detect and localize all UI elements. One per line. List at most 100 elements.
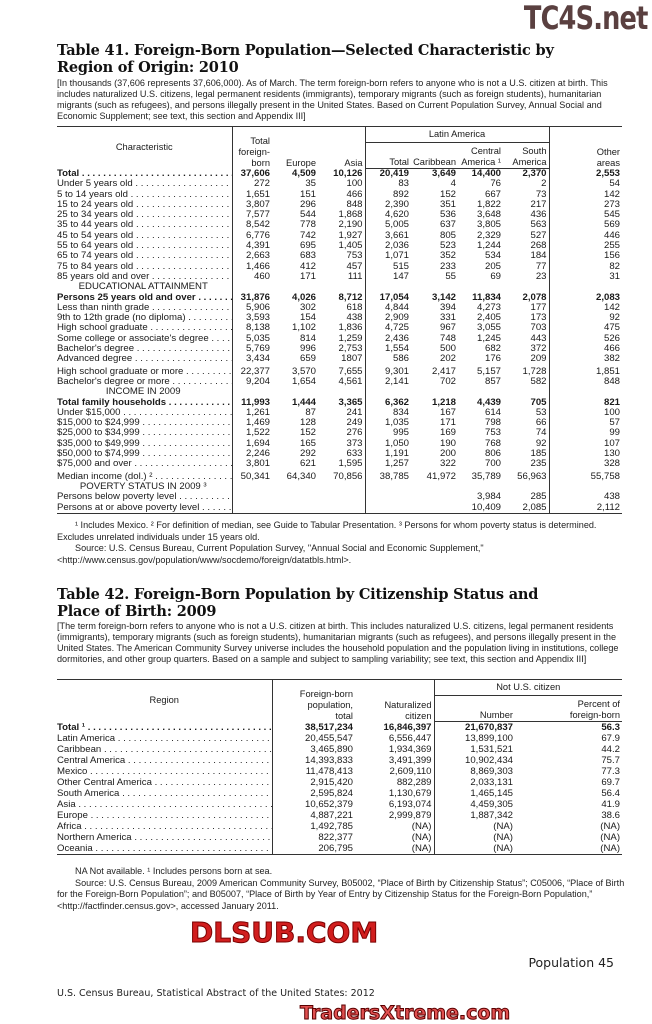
table-cell: 3,984 [476, 491, 501, 503]
table-cell: 806 [484, 448, 501, 460]
row-label-text: Less than ninth grade [57, 303, 231, 313]
row-label: Northern America [57, 832, 273, 843]
table-cell: 74 [503, 428, 550, 439]
table-cell: 69 [490, 270, 501, 282]
row-label-text: Bachelor's degree [57, 344, 231, 354]
table-cell: 6,556,447 [355, 733, 435, 744]
table-cell: 8,712 [318, 292, 366, 303]
table42-footnote: NA Not available. ¹ Includes persons bor… [75, 866, 273, 876]
table-cell: 523 [439, 240, 456, 252]
table-cell: 331 [439, 312, 456, 324]
table-cell: 2,190 [318, 220, 366, 231]
table-cell: 100 [604, 406, 621, 418]
table-cell: 10,652,379 [304, 799, 353, 810]
table-cell: 2,112 [549, 502, 623, 514]
table-cell: 695 [299, 240, 316, 252]
empty-cell [411, 482, 458, 492]
table-cell: 77.3 [601, 766, 621, 777]
table-cell: 56,963 [503, 469, 550, 482]
table-cell: 165 [299, 437, 316, 449]
header-latin-america: Latin America [365, 126, 550, 143]
table-cell: 8,869,303 [470, 766, 513, 777]
table-cell: 3,661 [384, 229, 409, 241]
table-cell: 9,301 [384, 365, 409, 377]
empty-cell [365, 387, 411, 397]
table-cell [232, 492, 272, 502]
table-cell: 352 [439, 250, 456, 262]
table-cell: 4,026 [291, 291, 316, 303]
table-cell: 3,434 [245, 353, 270, 365]
table-cell: 9,204 [245, 375, 270, 387]
table-cell: 857 [484, 375, 501, 387]
table-cell: 2,753 [318, 343, 366, 355]
table-cell: 372 [503, 343, 550, 355]
table42: Region Foreign-born population, total Na… [57, 679, 623, 855]
table-row: 9th to 12th grade (no diploma) 3,593 15443… [57, 312, 622, 324]
table-cell: 527 [503, 230, 550, 242]
row-label: 9th to 12th grade (no diploma) [57, 313, 233, 324]
watermark-logo-middle: DLSUB.COM [189, 916, 379, 949]
row-label-text: Central America [57, 755, 271, 766]
table-cell: 87 [305, 406, 316, 418]
row-label: South America [57, 788, 273, 799]
table41-source: Source: U.S. Census Bureau, Current Popu… [57, 543, 484, 565]
header-asia: Asia [318, 126, 366, 169]
table-cell: 1,651 [245, 188, 270, 200]
section-heading: EDUCATIONAL ATTAINMENT [78, 282, 208, 293]
table-cell: 67.9 [601, 733, 621, 744]
table-cell: 272 [253, 178, 270, 190]
table-cell: 814 [299, 332, 316, 344]
table-cell: 285 [503, 491, 550, 503]
table-cell: 276 [318, 428, 366, 439]
table-cell: 82 [609, 260, 621, 272]
header-total-foreign-born: Total foreign-born [232, 126, 272, 169]
table-cell: 569 [604, 219, 621, 231]
row-label: $75,000 and over [57, 459, 233, 470]
table-row: Median income (dol.) ² 50,341 64,34070,856… [57, 469, 622, 482]
table-cell: 1,851 [596, 365, 621, 377]
table-cell: 633 [318, 448, 366, 460]
table-row: Total37,6064,50910,12620,4193,64914,4002… [57, 168, 622, 180]
row-label-text: Total [57, 169, 231, 179]
table-cell: 2,370 [503, 168, 550, 180]
row-label-text: Persons at or above poverty level [57, 503, 231, 513]
row-label: Persons 25 years old and over [57, 292, 233, 303]
table-cell: 1,868 [318, 209, 366, 221]
table-row: Persons 25 years old and over 31,876 4,026… [57, 291, 622, 303]
table-cell: 53 [503, 407, 550, 419]
empty-cell [503, 282, 550, 293]
row-label-text: Oceania [57, 843, 271, 854]
table-cell: 742 [299, 229, 316, 241]
watermark-logo-bottom: TradersXtreme.com [299, 1002, 511, 1024]
row-label-text: 55 to 64 years old [57, 241, 231, 251]
table-cell: 35 [305, 178, 316, 190]
row-label-text: Total family households [57, 398, 231, 408]
row-label: 15 to 24 years old [57, 199, 233, 211]
table-cell: 184 [503, 251, 550, 262]
table-cell: (NA) [355, 843, 435, 855]
table-cell: 151 [299, 188, 316, 200]
table-cell: 621 [299, 458, 316, 470]
table-cell: 436 [503, 209, 550, 221]
table-cell: 17,054 [379, 291, 409, 303]
table-cell: 4,561 [318, 376, 366, 388]
row-label-text: Caribbean [57, 744, 271, 755]
row-label-text: 9th to 12th grade (no diploma) [57, 313, 231, 323]
row-label: Under 5 years old [57, 179, 233, 190]
table-cell: 2,033,131 [470, 777, 513, 788]
table-cell: (NA) [600, 832, 621, 843]
table-cell: 16,846,397 [355, 721, 435, 733]
row-label: Persons at or above poverty level [57, 502, 233, 514]
table-cell: 6,362 [384, 396, 409, 408]
table-cell: 1,257 [384, 458, 409, 470]
table-cell: 4,439 [476, 396, 501, 408]
table-cell: 23 [503, 271, 550, 283]
table-cell: 3,805 [476, 219, 501, 231]
table-cell: 3,593 [245, 312, 270, 324]
row-label: Less than ninth grade [57, 302, 233, 314]
